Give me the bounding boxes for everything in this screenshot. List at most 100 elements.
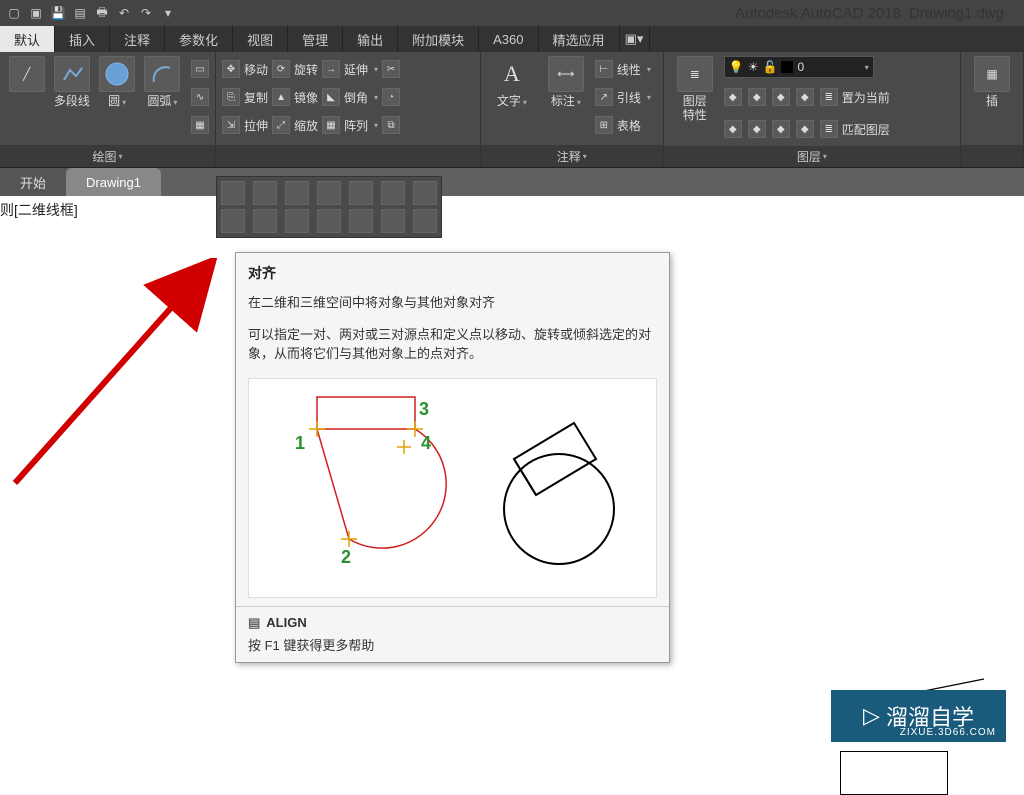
chamfer-button[interactable]: ◣倒角▾	[322, 84, 378, 110]
fly-btn-3[interactable]	[285, 181, 309, 205]
fly-btn-13[interactable]	[381, 209, 405, 233]
tooltip-footer: ALIGN 按 F1 键获得更多帮助	[236, 606, 669, 662]
layer-tool-7[interactable]: ◆	[772, 116, 790, 142]
qat-print-icon[interactable]: 🖶	[92, 3, 112, 23]
line-icon: ╱	[9, 56, 45, 92]
filetab-drawing1[interactable]: Drawing1	[66, 168, 161, 196]
circle-icon	[99, 56, 135, 92]
tab-insert[interactable]: 插入	[55, 26, 110, 52]
tab-toggle-icon[interactable]: ▣▾	[620, 26, 650, 52]
stretch-button[interactable]: ⇲拉伸	[222, 112, 268, 138]
rotate-button[interactable]: ⟳旋转	[272, 56, 318, 82]
layer-props-button[interactable]: ≣ 图层 特性	[670, 56, 720, 122]
polyline-icon	[54, 56, 90, 92]
tab-param[interactable]: 参数化	[165, 26, 233, 52]
tooltip-desc2: 可以指定一对、两对或三对源点和定义点以移动、旋转或倾斜选定的对象，从而将它们与其…	[236, 319, 669, 370]
layer-tool-1[interactable]: ◆	[724, 84, 742, 110]
layer-combo[interactable]: 💡 ☀ 🔓 0 ▾	[724, 56, 874, 78]
mirror-icon: ▲	[272, 88, 290, 106]
tab-annotate[interactable]: 注释	[110, 26, 165, 52]
layer-tool-5[interactable]: ◆	[724, 116, 742, 142]
mirror-button[interactable]: ▲镜像	[272, 84, 318, 110]
tab-a360[interactable]: A360	[479, 26, 538, 52]
hatch-icon: ▦	[191, 116, 209, 134]
fly-btn-14[interactable]	[413, 209, 437, 233]
text-button[interactable]: A 文字▾	[487, 56, 537, 110]
tab-default[interactable]: 默认	[0, 26, 55, 52]
extend-button[interactable]: →延伸▾	[322, 56, 378, 82]
qat-new-icon[interactable]: ▢	[4, 3, 24, 23]
fly-btn-9[interactable]	[253, 209, 277, 233]
chamfer-icon: ◣	[322, 88, 340, 106]
fillet-button[interactable]: ◔	[382, 84, 400, 110]
svg-text:2: 2	[341, 547, 351, 567]
fly-btn-4[interactable]	[317, 181, 341, 205]
circle-button[interactable]: 圆▾	[97, 56, 138, 110]
rect-button[interactable]: ▭	[191, 56, 209, 82]
qat-undo-icon[interactable]: ↶	[114, 3, 134, 23]
line-button[interactable]: ╱	[6, 56, 47, 108]
spline-button[interactable]: ∿	[191, 84, 209, 110]
scale-button[interactable]: ⤢缩放	[272, 112, 318, 138]
fly-btn-11[interactable]	[317, 209, 341, 233]
panel-draw-title: 绘图	[92, 148, 116, 165]
app-name: Autodesk AutoCAD 2018	[735, 5, 901, 22]
move-button[interactable]: ✥移动	[222, 56, 268, 82]
layer-tool-6[interactable]: ◆	[748, 116, 766, 142]
layer-tool-4[interactable]: ◆	[796, 84, 814, 110]
fly-btn-12[interactable]	[349, 209, 373, 233]
filetab-start[interactable]: 开始	[0, 168, 66, 196]
insert-button[interactable]: ▦插	[967, 56, 1017, 108]
qat-redo-icon[interactable]: ↷	[136, 3, 156, 23]
fly-btn-10[interactable]	[285, 209, 309, 233]
layer-tool-2[interactable]: ◆	[748, 84, 766, 110]
fly-btn-7[interactable]	[413, 181, 437, 205]
file-tabs: 开始 Drawing1	[0, 168, 1024, 196]
fly-btn-8[interactable]	[221, 209, 245, 233]
leader-button[interactable]: ↗引线▾	[595, 84, 651, 110]
svg-text:3: 3	[419, 399, 429, 419]
copy-button[interactable]: ⎘复制	[222, 84, 268, 110]
canvas-rect	[840, 751, 948, 795]
tab-output[interactable]: 输出	[343, 26, 398, 52]
linetype-button[interactable]: ⊢线性▾	[595, 56, 651, 82]
dim-button[interactable]: ⟷ 标注▾	[541, 56, 591, 110]
arc-button[interactable]: 圆弧▾	[142, 56, 183, 110]
panel-draw: ╱ 多段线 圆▾ 圆弧▾ ▭ ∿ ▦ 绘图▾	[0, 52, 216, 167]
tab-addins[interactable]: 附加模块	[398, 26, 479, 52]
tab-manage[interactable]: 管理	[288, 26, 343, 52]
qat-saveas-icon[interactable]: ▤	[70, 3, 90, 23]
table-icon: ⊞	[595, 116, 613, 134]
fly-btn-1[interactable]	[221, 181, 245, 205]
copy-icon: ⎘	[222, 88, 240, 106]
tab-featured[interactable]: 精选应用	[539, 26, 620, 52]
fly-btn-6[interactable]	[381, 181, 405, 205]
panel-layers-title: 图层	[797, 148, 821, 165]
arc-icon	[144, 56, 180, 92]
offset-icon: ⧉	[382, 116, 400, 134]
qat-open-icon[interactable]: ▣	[26, 3, 46, 23]
qat-save-icon[interactable]: 💾	[48, 3, 68, 23]
array-icon: ▦	[322, 116, 340, 134]
play-icon: ▷	[863, 703, 880, 729]
tab-view[interactable]: 视图	[233, 26, 288, 52]
trim-button[interactable]: ✂	[382, 56, 400, 82]
rotate-icon: ⟳	[272, 60, 290, 78]
layer-tool-8[interactable]: ◆	[796, 116, 814, 142]
fly-btn-2[interactable]	[253, 181, 277, 205]
ribbon: ╱ 多段线 圆▾ 圆弧▾ ▭ ∿ ▦ 绘图▾	[0, 52, 1024, 168]
layer-tool-3[interactable]: ◆	[772, 84, 790, 110]
match-layer-button[interactable]: ≣匹配图层	[820, 116, 890, 142]
watermark-url: ZIXUE.3D66.COM	[900, 727, 996, 738]
lock-icon: 🔓	[762, 60, 777, 74]
hatch-button[interactable]: ▦	[191, 112, 209, 138]
set-current-button[interactable]: ≣置为当前	[820, 84, 890, 110]
offset-button[interactable]: ⧉	[382, 112, 400, 138]
stretch-icon: ⇲	[222, 116, 240, 134]
qat-dropdown-icon[interactable]: ▾	[158, 3, 178, 23]
fly-btn-5[interactable]	[349, 181, 373, 205]
rect-icon: ▭	[191, 60, 209, 78]
array-button[interactable]: ▦阵列▾	[322, 112, 378, 138]
table-button[interactable]: ⊞表格	[595, 112, 651, 138]
polyline-button[interactable]: 多段线	[51, 56, 92, 108]
